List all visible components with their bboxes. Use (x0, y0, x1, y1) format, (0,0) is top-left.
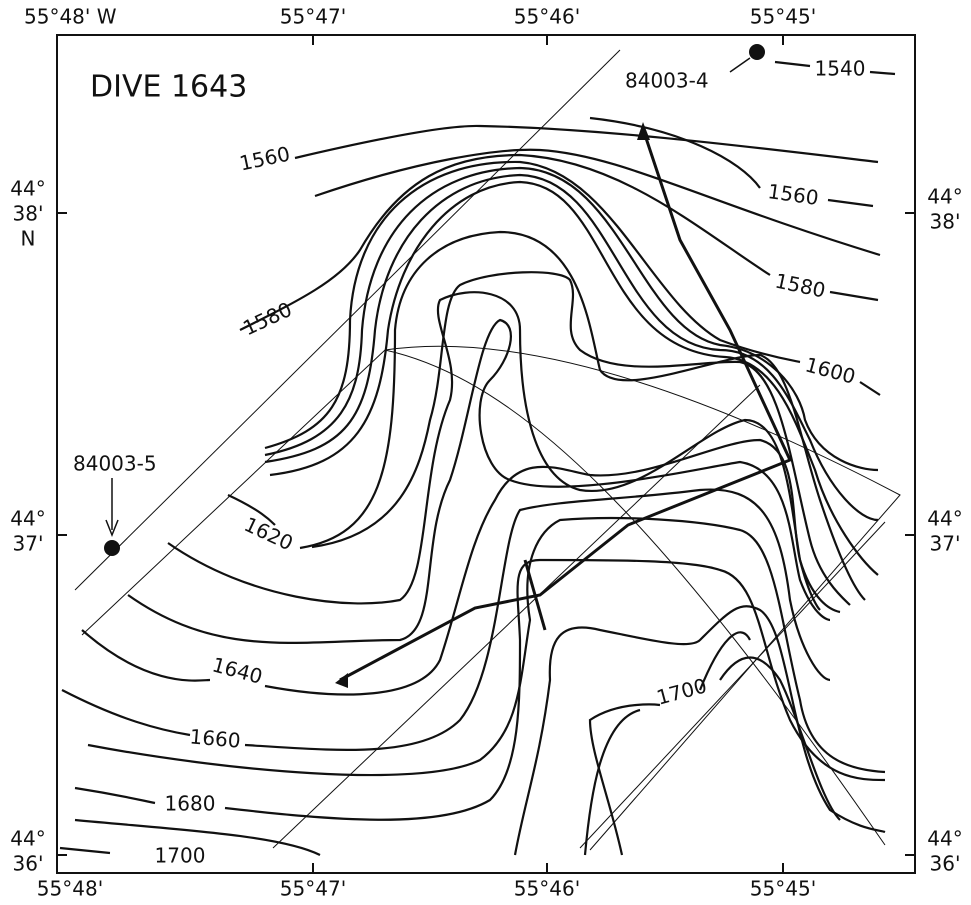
frame (56, 34, 916, 874)
contour-label: 1600 (803, 352, 858, 388)
left-label: 44° (10, 177, 45, 201)
left-label: 38' (13, 202, 44, 226)
right-label: 44° (927, 185, 962, 209)
contour-label: 1700 (155, 844, 206, 868)
station-label: 84003-5 (73, 452, 157, 476)
bottom-label: 55°47' (280, 877, 346, 901)
dive-track (335, 122, 793, 688)
contour-label: 1580 (239, 297, 295, 340)
contours (59, 60, 896, 856)
contour-label: 1580 (773, 269, 828, 303)
top-label: 55°45' (750, 5, 816, 29)
contour-label: 1540 (815, 57, 866, 81)
top-label: 55°48' W (24, 5, 117, 29)
contour-label: 1660 (189, 724, 242, 752)
left-label: 44° (10, 827, 45, 851)
right-label: 36' (930, 852, 961, 876)
station-arrow (729, 57, 751, 73)
bottom-label: 55°46' (514, 877, 580, 901)
station-label: 84003-4 (625, 69, 709, 93)
left-label: 44° (10, 507, 45, 531)
left-label: 36' (13, 852, 44, 876)
station-dot (749, 44, 765, 60)
bottom-label: 55°45' (750, 877, 816, 901)
right-label: 37' (930, 532, 961, 556)
right-label: 44° (927, 507, 962, 531)
contour-label: 1700 (654, 673, 709, 709)
station-arrow (105, 478, 119, 538)
right-label: 44° (927, 827, 962, 851)
contour-label: 1640 (210, 652, 265, 688)
top-label: 55°46' (514, 5, 580, 29)
station-dot (104, 540, 120, 556)
ticks (57, 35, 915, 873)
bottom-label: 55°48' (37, 877, 103, 901)
left-label: 37' (13, 532, 44, 556)
right-label: 38' (930, 210, 961, 234)
contour-label: 1560 (237, 142, 292, 176)
top-label: 55°47' (280, 5, 346, 29)
contour-label: 1560 (766, 179, 820, 210)
contour-label: 1680 (165, 792, 216, 816)
left-label: N (21, 227, 36, 251)
title: DIVE 1643 (90, 70, 247, 105)
